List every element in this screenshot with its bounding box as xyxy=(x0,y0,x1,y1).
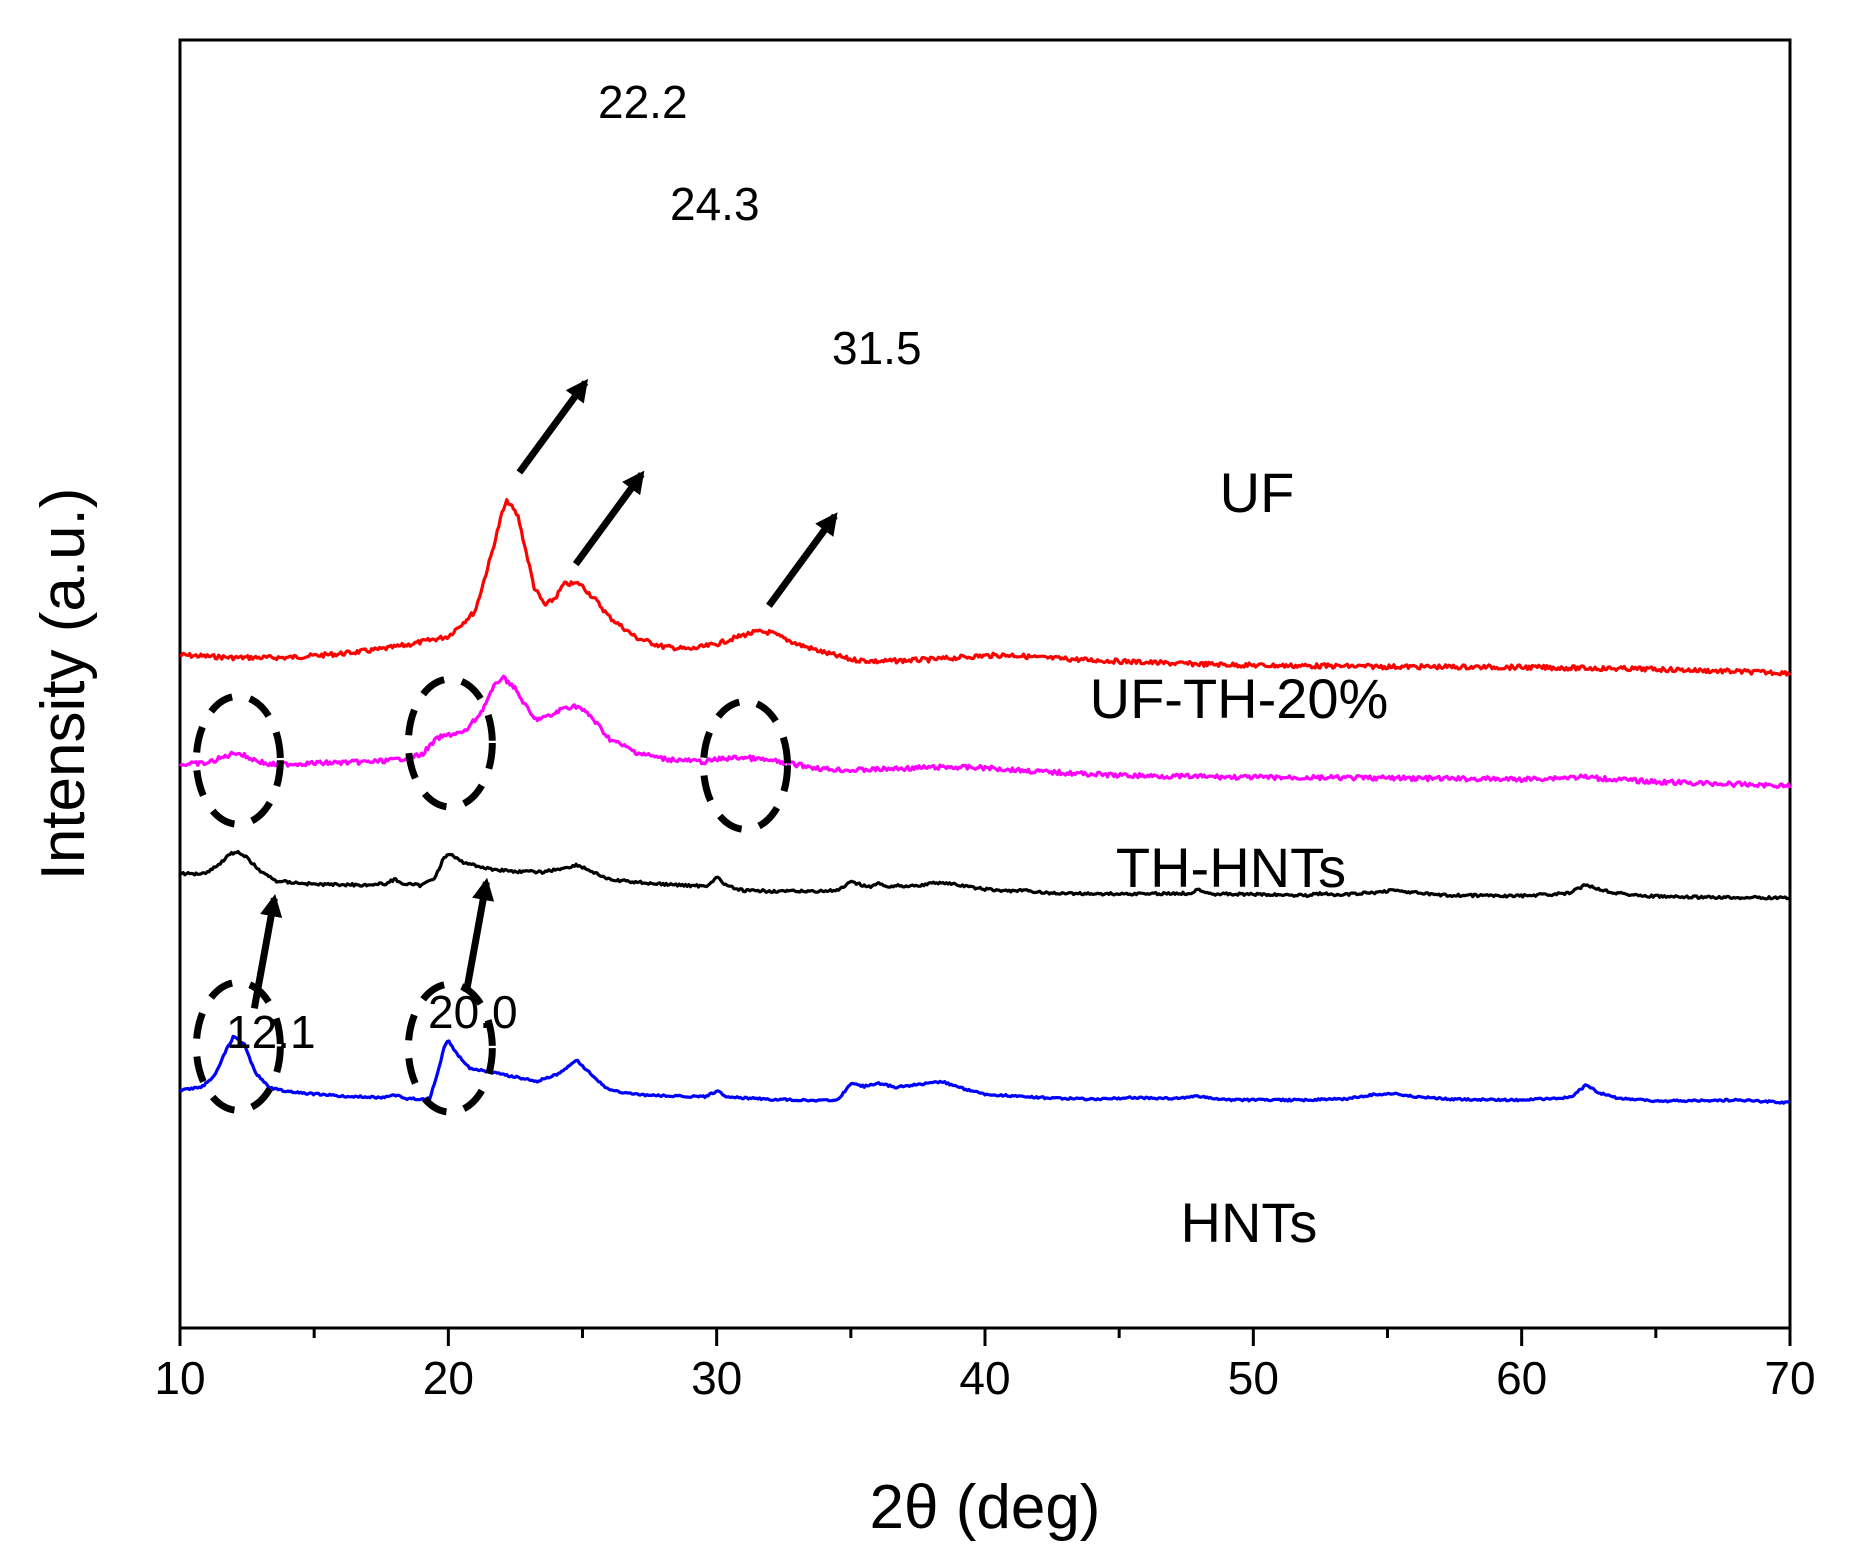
series-label-th-hnts: TH-HNTs xyxy=(1116,836,1346,899)
peak-arrow-4 xyxy=(462,877,495,993)
x-tick-label-60: 60 xyxy=(1496,1352,1547,1404)
x-tick-label-70: 70 xyxy=(1764,1352,1815,1404)
x-tick-label-10: 10 xyxy=(154,1352,205,1404)
x-axis-title: 2θ (deg) xyxy=(870,1473,1101,1542)
peak-label-24-3: 24.3 xyxy=(670,178,760,230)
series-curves xyxy=(178,498,1792,1105)
x-tick-label-30: 30 xyxy=(691,1352,742,1404)
peak-arrow-2 xyxy=(766,512,838,608)
peak-arrow-3 xyxy=(250,893,283,1009)
series-label-hnts: HNTs xyxy=(1181,1191,1318,1254)
y-axis-title: Intensity (a.u.) xyxy=(29,488,98,881)
highlight-ellipse-3 xyxy=(192,978,284,1114)
series-line-th-hnts xyxy=(178,849,1791,901)
peak-label-31-5: 31.5 xyxy=(832,322,922,374)
series-label-uf: UF xyxy=(1220,461,1295,524)
series-line-uf-th-20- xyxy=(178,674,1792,790)
peak-arrow-1 xyxy=(572,470,645,567)
highlight-ellipse-1 xyxy=(404,675,496,811)
series-label-uf-th-20: UF-TH-20% xyxy=(1090,667,1389,730)
series-line-hnts xyxy=(179,1034,1790,1105)
highlight-ellipse-0 xyxy=(192,692,284,828)
x-tick-label-50: 50 xyxy=(1228,1352,1279,1404)
highlight-ellipses xyxy=(192,675,791,1116)
peak-label-22-2: 22.2 xyxy=(598,76,688,128)
x-tick-label-20: 20 xyxy=(423,1352,474,1404)
x-axis-ticks xyxy=(178,1328,1792,1346)
peak-label-12-1: 12.1 xyxy=(226,1006,316,1058)
x-tick-label-40: 40 xyxy=(959,1352,1010,1404)
series-line-uf xyxy=(179,498,1792,677)
highlight-ellipse-2 xyxy=(700,697,791,833)
plot-frame xyxy=(178,38,1792,1330)
highlight-ellipse-4 xyxy=(404,980,496,1116)
peak-arrows xyxy=(250,378,838,1009)
peak-label-20-0: 20.0 xyxy=(428,986,518,1038)
peak-arrow-0 xyxy=(516,378,589,475)
x-axis-tick-labels: 10 20 30 40 50 60 70 xyxy=(154,1352,1815,1404)
